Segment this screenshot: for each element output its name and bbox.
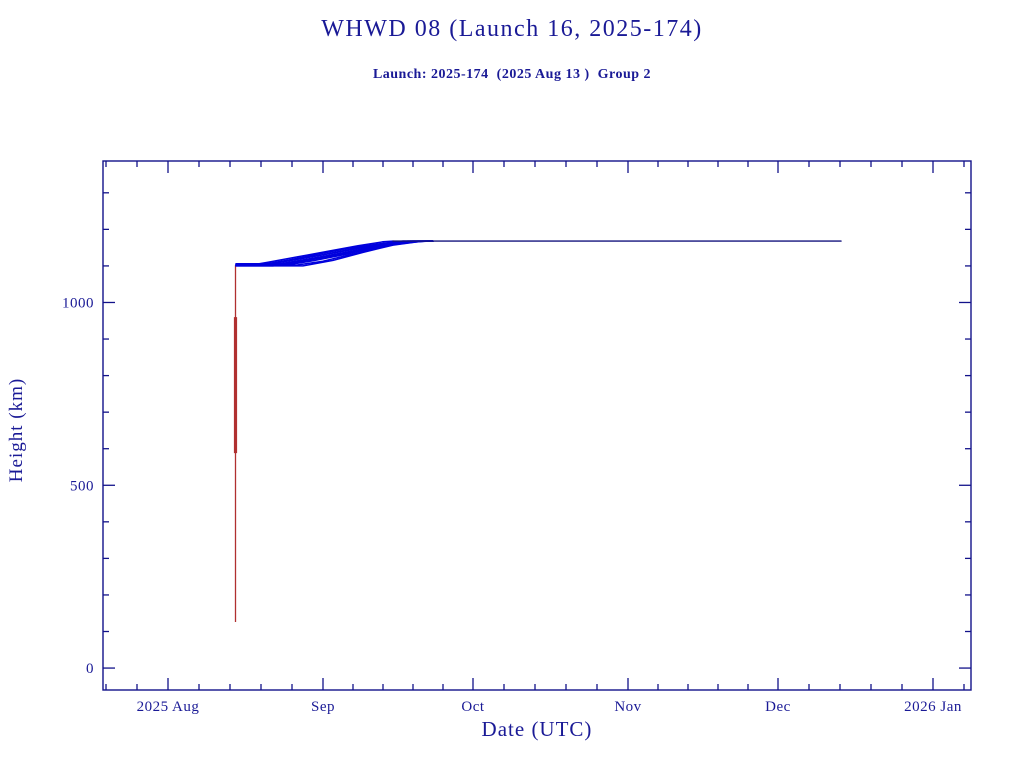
x-tick-label: Oct: [461, 699, 484, 715]
plot-frame: [102, 160, 972, 691]
y-tick-label: 0: [86, 661, 94, 677]
x-tick-label: Dec: [765, 699, 791, 715]
x-tick-label: 2026 Jan: [904, 699, 962, 715]
y-tick-label: 500: [70, 478, 94, 494]
series-sat-04: [235, 240, 434, 266]
x-tick-label: Nov: [614, 699, 641, 715]
x-tick-label: 2025 Aug: [137, 699, 200, 715]
y-tick-label: 1000: [62, 295, 94, 311]
x-axis-label: Date (UTC): [481, 717, 593, 741]
chart-title: WHWD 08 (Launch 16, 2025-174): [321, 16, 703, 42]
x-tick-label: Sep: [311, 699, 335, 715]
chart-subtitle: Launch: 2025-174 (2025 Aug 13 ) Group 2: [372, 67, 652, 82]
